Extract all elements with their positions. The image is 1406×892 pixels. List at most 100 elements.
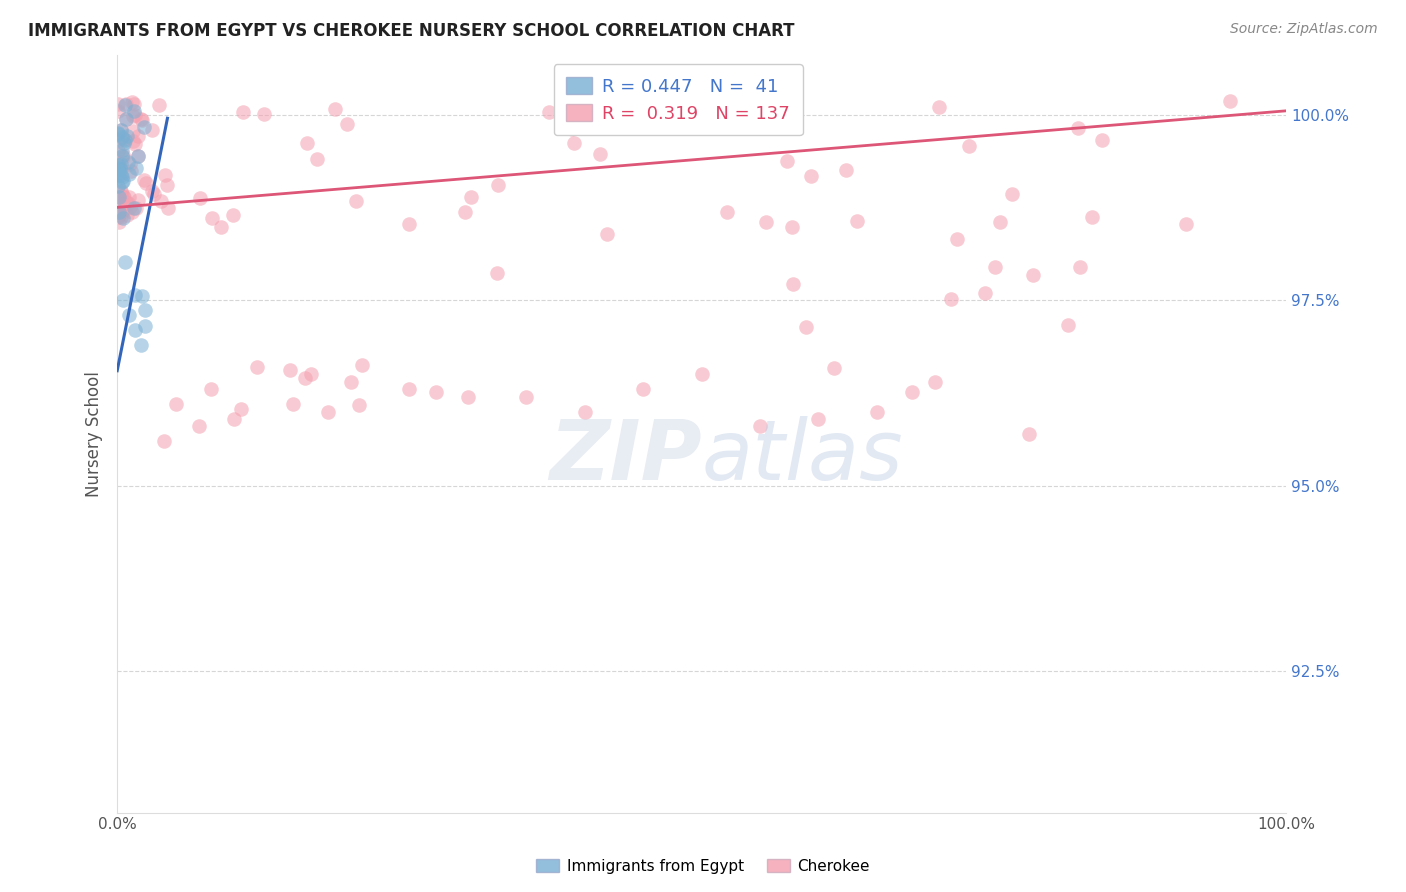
Point xyxy=(134,173,156,187)
Point xyxy=(107,178,129,193)
Point xyxy=(118,190,141,204)
Point xyxy=(108,214,131,228)
Point xyxy=(107,127,129,141)
Point xyxy=(112,136,135,150)
Point xyxy=(107,103,129,118)
Point xyxy=(807,412,830,426)
Point xyxy=(120,157,142,171)
Point xyxy=(782,277,804,291)
Point xyxy=(127,193,149,207)
Point xyxy=(398,382,420,396)
Point xyxy=(1219,94,1241,108)
Point xyxy=(110,210,132,224)
Point xyxy=(110,157,132,171)
Point xyxy=(148,98,170,112)
Point xyxy=(457,390,479,404)
Point xyxy=(110,185,132,199)
Point xyxy=(1018,426,1040,441)
Point xyxy=(749,419,772,434)
Y-axis label: Nursery School: Nursery School xyxy=(86,371,103,497)
Point xyxy=(107,211,129,225)
Point xyxy=(924,375,946,389)
Point xyxy=(596,227,619,241)
Point xyxy=(108,162,131,177)
Point xyxy=(111,131,134,145)
Text: ZIP: ZIP xyxy=(548,416,702,497)
Point xyxy=(115,208,138,222)
Point xyxy=(107,190,129,204)
Point xyxy=(323,102,346,116)
Point xyxy=(454,205,477,219)
Point xyxy=(120,163,142,178)
Point xyxy=(110,130,132,145)
Point xyxy=(112,190,135,204)
Point xyxy=(974,286,997,301)
Point xyxy=(117,168,139,182)
Point xyxy=(107,144,129,158)
Point xyxy=(1067,120,1090,135)
Point xyxy=(941,292,963,306)
Point xyxy=(301,367,323,381)
Point xyxy=(690,368,713,382)
Point xyxy=(111,149,134,163)
Point xyxy=(124,288,146,302)
Point xyxy=(131,289,153,303)
Point xyxy=(110,202,132,216)
Point xyxy=(110,123,132,137)
Point xyxy=(486,178,509,193)
Point xyxy=(988,215,1011,229)
Point xyxy=(129,337,152,351)
Point xyxy=(107,167,129,181)
Point xyxy=(800,169,823,183)
Point xyxy=(108,190,131,204)
Point xyxy=(117,196,139,211)
Point xyxy=(134,302,156,317)
Point xyxy=(118,308,141,322)
Point xyxy=(127,149,149,163)
Text: IMMIGRANTS FROM EGYPT VS CHEROKEE NURSERY SCHOOL CORRELATION CHART: IMMIGRANTS FROM EGYPT VS CHEROKEE NURSER… xyxy=(28,22,794,40)
Point xyxy=(901,385,924,400)
Point xyxy=(589,147,612,161)
Point xyxy=(281,397,304,411)
Point xyxy=(1057,318,1080,332)
Point xyxy=(153,434,176,449)
Point xyxy=(486,266,509,280)
Point xyxy=(222,412,245,426)
Point xyxy=(574,404,596,418)
Point xyxy=(347,398,370,412)
Point xyxy=(231,402,253,417)
Point xyxy=(780,219,803,234)
Point xyxy=(515,390,537,404)
Text: Source: ZipAtlas.com: Source: ZipAtlas.com xyxy=(1230,22,1378,37)
Point xyxy=(141,123,163,137)
Point xyxy=(794,319,817,334)
Point xyxy=(110,161,132,176)
Point xyxy=(565,114,588,128)
Point xyxy=(316,404,339,418)
Point xyxy=(153,168,176,182)
Point xyxy=(134,318,156,333)
Point xyxy=(122,97,145,112)
Point xyxy=(222,208,245,222)
Point xyxy=(111,174,134,188)
Point xyxy=(117,154,139,169)
Point xyxy=(110,184,132,198)
Point xyxy=(110,189,132,203)
Point xyxy=(112,189,135,203)
Point xyxy=(460,190,482,204)
Point xyxy=(846,214,869,228)
Point xyxy=(246,359,269,374)
Point xyxy=(156,178,179,193)
Point xyxy=(352,358,374,372)
Point xyxy=(928,100,950,114)
Point xyxy=(125,201,148,215)
Point xyxy=(631,382,654,396)
Point xyxy=(127,149,149,163)
Point xyxy=(112,293,135,308)
Point xyxy=(114,112,136,127)
Point xyxy=(107,161,129,175)
Point xyxy=(122,201,145,215)
Point xyxy=(122,103,145,118)
Point xyxy=(398,217,420,231)
Point xyxy=(1022,268,1045,282)
